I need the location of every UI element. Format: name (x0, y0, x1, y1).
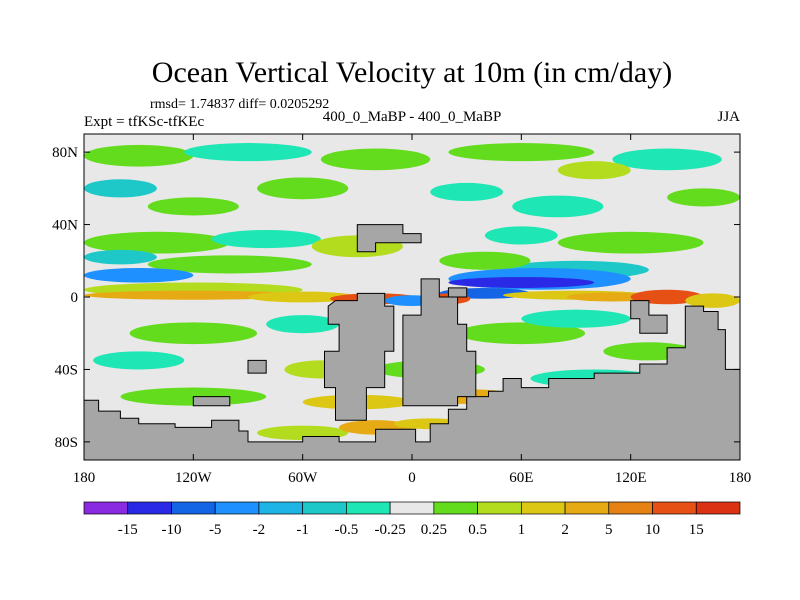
field-region (84, 144, 194, 167)
x-tick-label: 120E (615, 470, 647, 486)
colorbar-box (127, 501, 172, 515)
y-tick-label: 40S (55, 362, 78, 378)
land-mass (447, 287, 468, 298)
colorbar-box (477, 501, 522, 515)
field-region (557, 161, 631, 180)
field-region (557, 231, 704, 254)
field-region (448, 143, 595, 162)
y-tick-label: 80N (52, 145, 78, 161)
land-mass (402, 278, 477, 407)
land-mass (630, 300, 668, 334)
field-region (147, 255, 312, 274)
colorbar-label: 2 (561, 522, 569, 538)
x-tick-label: 180 (729, 470, 752, 486)
x-axis: 180 120W 60W 0 60E 120E 180 (73, 134, 752, 486)
x-tick-label: 60W (288, 470, 318, 486)
field-region (184, 143, 312, 162)
right-label: JJA (717, 109, 740, 125)
center-label: 400_0_MaBP - 400_0_MaBP (323, 109, 502, 125)
x-tick-label: 180 (73, 470, 96, 486)
y-tick-label: 80S (55, 435, 78, 451)
chart-title: Ocean Vertical Velocity at 10m (in cm/da… (152, 56, 672, 89)
colorbar-box (214, 501, 260, 515)
colorbar-box (695, 501, 741, 515)
y-tick-label: 40N (52, 218, 78, 234)
colorbar-label: -0.5 (335, 522, 359, 538)
left-label: Expt = tfKSc-tfKEc (84, 114, 204, 130)
colorbar-label: 0.25 (421, 522, 447, 538)
field-region (320, 148, 431, 171)
colorbar-label: -10 (161, 522, 181, 538)
land-mass (192, 396, 231, 407)
field-region (430, 182, 504, 202)
x-tick-label: 60E (509, 470, 533, 486)
field-region (266, 315, 340, 334)
y-axis: 80N 40N 0 40S 80S (52, 145, 740, 451)
colorbar-box (389, 501, 435, 515)
land-mass (356, 224, 422, 253)
field-region (84, 179, 157, 198)
colorbar: -15 -10 -5 -2 -1 -0.5 -0.25 0.25 0.5 1 2 5 10 15 (83, 501, 741, 538)
stats-text: rmsd= 1.74837 diff= 0.0205292 (150, 97, 329, 112)
colorbar-box (171, 501, 216, 515)
colorbar-label: 1 (518, 522, 526, 538)
colorbar-box (302, 501, 347, 515)
colorbar-box (258, 501, 304, 515)
field-region (147, 197, 239, 216)
colorbar-box (83, 501, 129, 515)
field-region (457, 322, 586, 345)
land-mass (84, 305, 740, 460)
field-region (84, 249, 157, 265)
field-region (129, 322, 258, 345)
colorbar-label: -15 (118, 522, 138, 538)
field-region (257, 177, 349, 200)
x-tick-label: 120W (175, 470, 213, 486)
field-region (448, 277, 595, 288)
field-region (211, 229, 321, 249)
colorbar-label: -0.25 (375, 522, 406, 538)
field-region (612, 148, 722, 171)
colorbar-label: 0.5 (468, 522, 487, 538)
field-region (512, 195, 604, 218)
land-mass (247, 359, 267, 374)
field-region (84, 290, 303, 300)
land-masses (84, 224, 740, 460)
x-tick-label: 0 (408, 470, 416, 486)
colorbar-box (346, 501, 391, 515)
colorbar-box (433, 501, 478, 515)
colorbar-box (652, 501, 697, 515)
land-mass (324, 292, 395, 421)
map-field (84, 134, 740, 460)
field-region (484, 226, 558, 245)
y-tick-label: 0 (71, 290, 79, 306)
colorbar-label: -5 (209, 522, 222, 538)
colorbar-label: -1 (296, 522, 309, 538)
colorbar-label: 10 (645, 522, 660, 538)
field-region (439, 251, 531, 270)
colorbar-box (520, 501, 566, 515)
colorbar-label: 15 (689, 522, 704, 538)
colorbar-box (564, 501, 610, 515)
field-region (521, 309, 631, 328)
field-region (247, 291, 358, 303)
colorbar-label: -2 (253, 522, 266, 538)
colorbar-label: 5 (605, 522, 613, 538)
field-region (84, 231, 230, 254)
field-region (685, 293, 740, 308)
field-region (84, 268, 194, 283)
field-region (93, 351, 185, 370)
field-region (667, 188, 740, 207)
colorbar-box (608, 501, 653, 515)
